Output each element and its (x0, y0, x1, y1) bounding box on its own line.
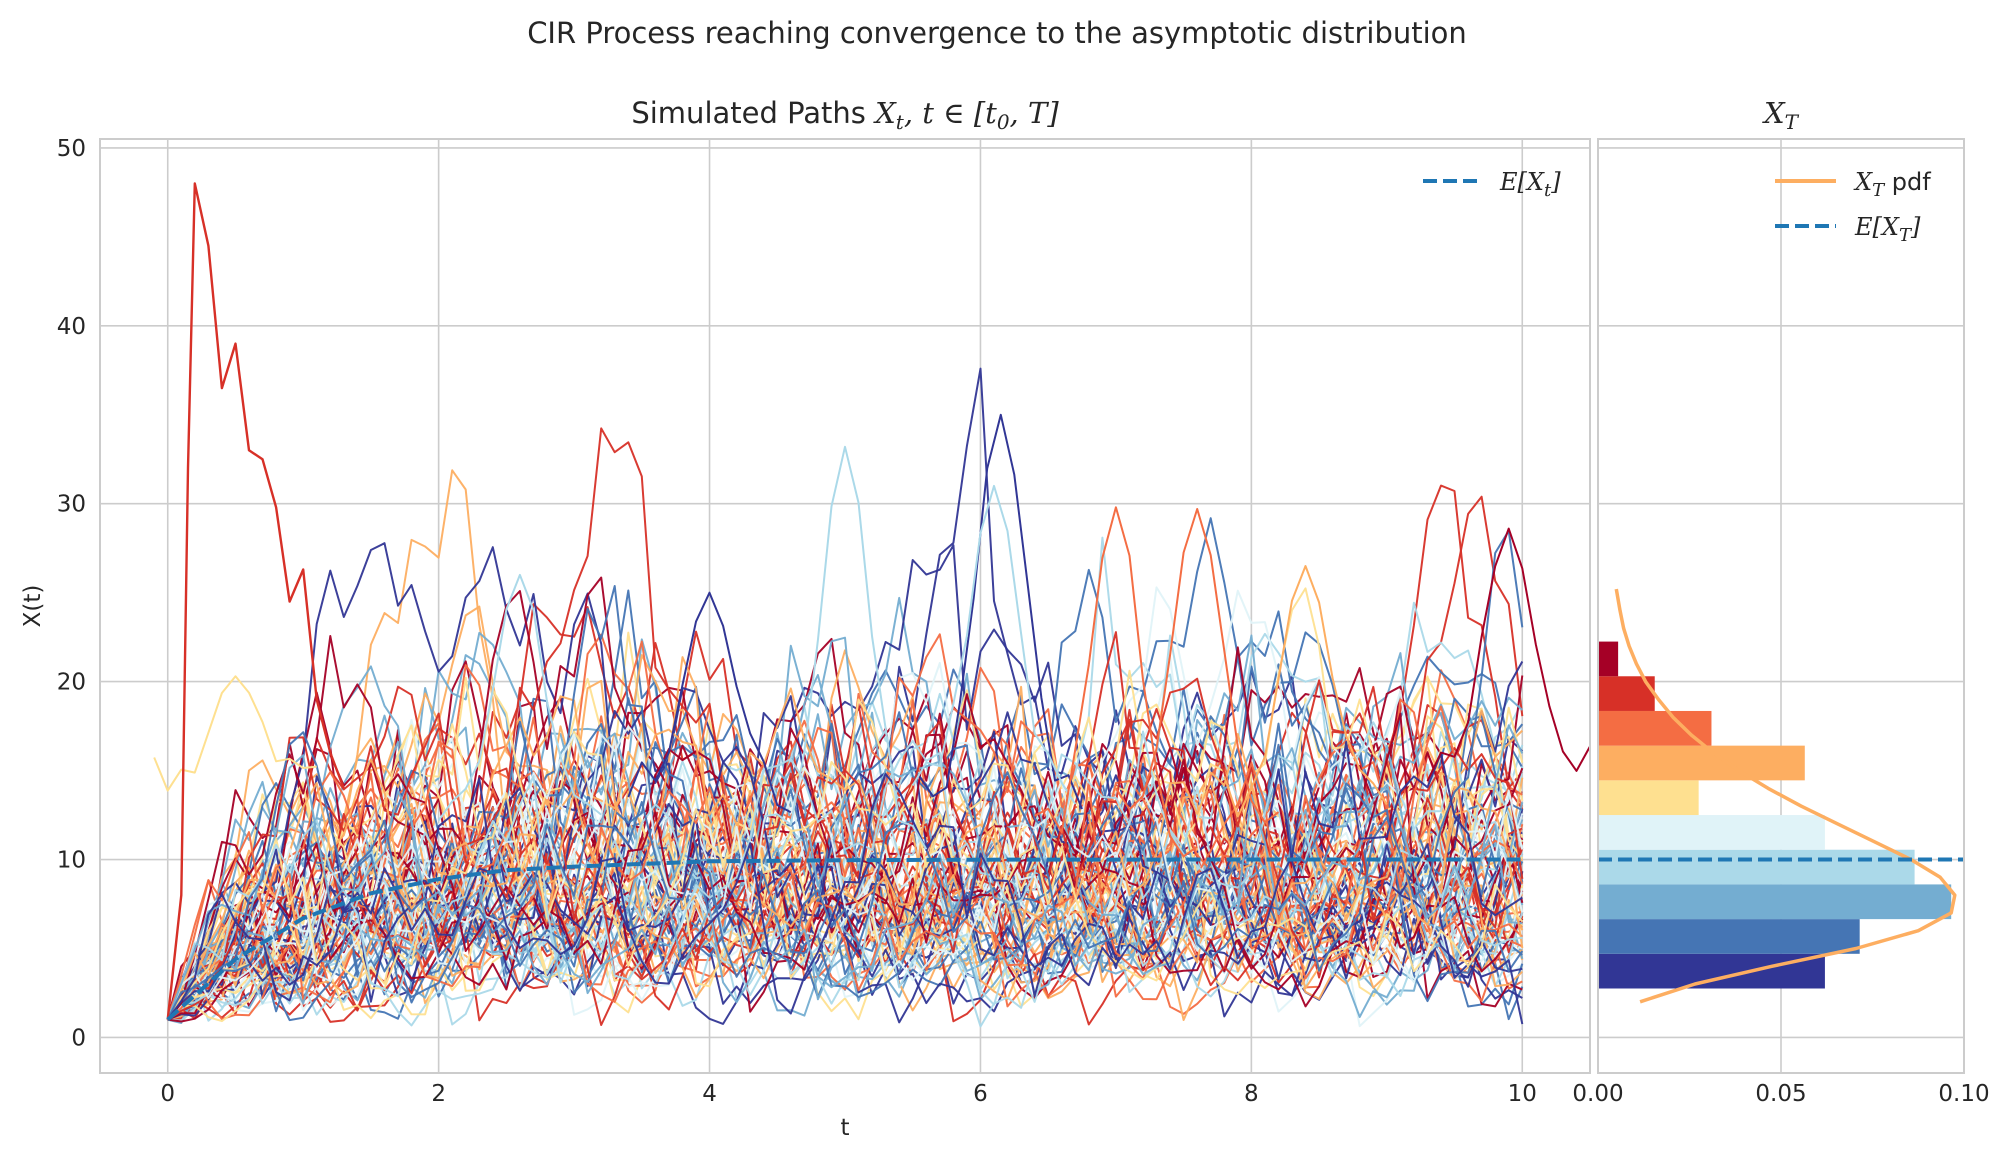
sample-path-line (166, 529, 1524, 1021)
peak-path-line (627, 591, 792, 814)
paths-axes: Simulated Paths Xt, t ∈ [t0, T] 0 2 4 6 8 10 … (20, 96, 1591, 1141)
peak-path-line (1034, 506, 1198, 858)
terminal-histogram (1598, 641, 1952, 989)
paths-y-tick-label: 40 (57, 314, 86, 340)
expected-value-line (166, 857, 1523, 1022)
terminal-x-ticks: 0.00 0.05 0.10 (1572, 1081, 1989, 1107)
paths-x-tick-label: 2 (431, 1081, 446, 1107)
peak-path-line (911, 484, 1077, 805)
paths-gridlines (100, 139, 1590, 1073)
paths-y-tick-label: 10 (57, 848, 86, 874)
paths-x-tick-label: 8 (1244, 1081, 1259, 1107)
paths-series-group (153, 182, 1590, 1028)
sample-path-line (166, 724, 1524, 1020)
terminal-x-tick-label: 0.00 (1572, 1081, 1623, 1107)
histogram-bar (1598, 710, 1712, 746)
sample-path-line (166, 728, 1524, 1021)
histogram-bar (1598, 815, 1825, 850)
sample-path-line (166, 741, 1523, 1021)
figure-suptitle: CIR Process reaching convergence to the … (527, 16, 1467, 50)
sample-path-line (167, 746, 1524, 1021)
sample-path-line (167, 631, 1523, 1026)
paths-y-tick-label: 30 (57, 492, 86, 518)
peak-path-line (1115, 508, 1280, 824)
histogram-bar (1598, 919, 1860, 954)
terminal-axes-frame (1597, 138, 1965, 1074)
paths-y-axis-label: X(t) (20, 585, 46, 628)
terminal-overlay (1614, 588, 1957, 1004)
paths-x-tick-label: 0 (160, 1081, 175, 1107)
paths-legend-mean-label: E[Xt] (1499, 168, 1561, 201)
paths-x-tick-label: 10 (1508, 1081, 1537, 1107)
sample-path-line (166, 803, 1524, 1021)
peak-path-line (1223, 565, 1388, 818)
sample-path-line (167, 633, 1523, 1021)
paths-x-tick-label: 4 (702, 1081, 717, 1107)
sample-path-line (166, 761, 1524, 1021)
peak-path-line (763, 445, 928, 850)
spike-path-line (166, 182, 345, 1020)
terminal-x-tick-label: 0.05 (1755, 1081, 1806, 1107)
sample-path-line (166, 696, 1523, 1021)
sample-path-line (166, 733, 1524, 1020)
terminal-legend: XT pdf E[XT] (1775, 168, 1931, 246)
terminal-legend-mean-label: E[XT] (1854, 213, 1921, 246)
sample-path-line (166, 745, 1524, 1025)
histogram-bar (1598, 780, 1699, 816)
sample-path-line (166, 730, 1523, 1020)
terminal-axes-title: XT (1762, 96, 1800, 134)
paths-y-tick-label: 20 (57, 670, 86, 696)
paths-y-tick-label: 0 (71, 1025, 86, 1051)
sample-path-line (166, 744, 1523, 1021)
sample-path-line (166, 721, 1523, 1021)
peak-path-line (918, 413, 1083, 810)
sample-path-line (166, 631, 1523, 1021)
paths-legend: E[Xt] (1423, 168, 1561, 201)
sample-path-line (167, 679, 1523, 1021)
histogram-bar (1598, 884, 1952, 920)
paths-axes-title: Simulated Paths Xt, t ∈ [t0, T] (631, 96, 1059, 134)
terminal-axes: XT 0.00 0.05 0.10 XT pdf E[XT] (1572, 96, 1989, 1107)
pdf-curve-line (1614, 588, 1957, 1004)
paths-x-tick-label: 6 (973, 1081, 988, 1107)
peak-path-line (437, 573, 602, 822)
paths-y-tick-label: 50 (57, 136, 86, 162)
sample-path-line (166, 741, 1524, 1022)
histogram-bar (1598, 849, 1915, 885)
sample-path-line (167, 698, 1524, 1023)
histogram-bar (1598, 953, 1825, 989)
terminal-legend-pdf-label: XT pdf (1853, 168, 1931, 201)
sample-path-line (167, 601, 1524, 1027)
histogram-bar (1598, 641, 1619, 677)
paths-x-axis-label: t (840, 1115, 849, 1141)
paths-axes-frame (99, 138, 1591, 1074)
peak-path-line (153, 675, 317, 792)
sample-path-line (166, 705, 1524, 1020)
paths-y-ticks: 0 10 20 30 40 50 (57, 136, 86, 1052)
peak-path-line (1426, 527, 1590, 782)
paths-x-ticks: 0 2 4 6 8 10 (160, 1081, 1537, 1107)
terminal-x-tick-label: 0.10 (1938, 1081, 1989, 1107)
histogram-bar (1598, 745, 1805, 781)
